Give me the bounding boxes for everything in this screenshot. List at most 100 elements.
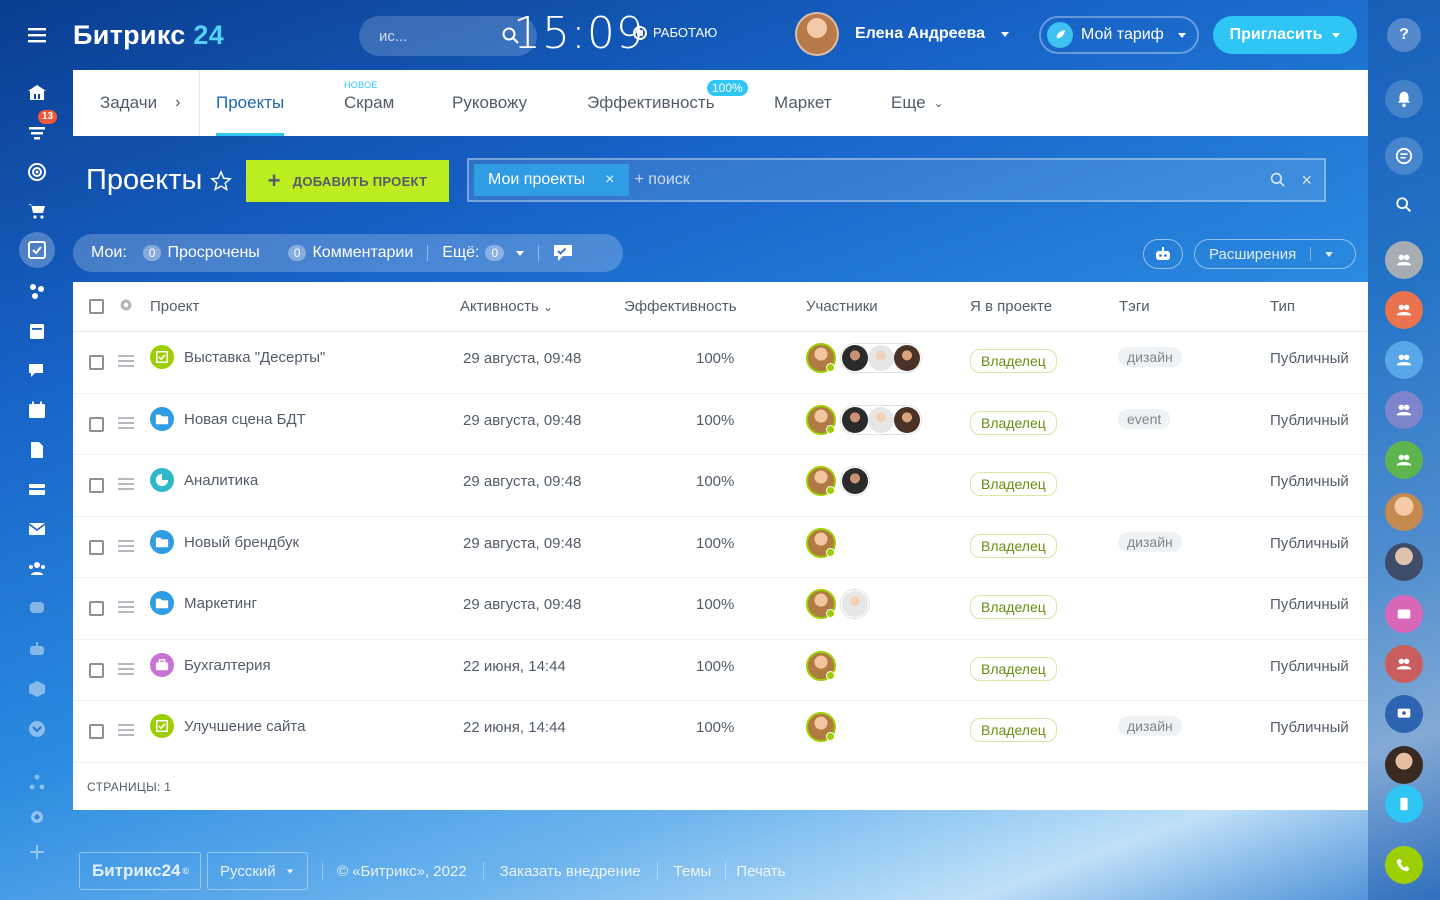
user-menu[interactable]: Елена Андреева bbox=[795, 12, 1009, 56]
tag[interactable]: event bbox=[1118, 408, 1171, 429]
group-chat-icon[interactable] bbox=[1385, 391, 1423, 429]
calendar-doc-icon[interactable] bbox=[22, 316, 52, 346]
tab-projects[interactable]: Проекты bbox=[216, 70, 285, 136]
project-name[interactable]: Улучшение сайта bbox=[184, 718, 306, 735]
column-role[interactable]: Я в проекте bbox=[970, 298, 1053, 315]
row-checkbox[interactable] bbox=[89, 724, 104, 739]
feed-icon[interactable]: 13 bbox=[22, 110, 58, 148]
group-chat-icon[interactable] bbox=[1385, 241, 1423, 279]
members-group[interactable] bbox=[840, 466, 870, 496]
column-members[interactable]: Участники bbox=[806, 298, 878, 315]
avatar[interactable] bbox=[842, 406, 868, 433]
search-icon[interactable] bbox=[1385, 186, 1423, 224]
robot-icon[interactable] bbox=[22, 634, 52, 664]
help-icon[interactable]: ? bbox=[1387, 18, 1421, 52]
groups-icon[interactable] bbox=[22, 276, 52, 306]
table-row[interactable]: Улучшение сайта 22 июня, 14:44 100% Влад… bbox=[73, 701, 1368, 763]
bell-icon[interactable] bbox=[1385, 80, 1423, 118]
project-name[interactable]: Новый брендбук bbox=[184, 533, 300, 551]
tab-managing[interactable]: Руковожу bbox=[452, 93, 528, 112]
avatar[interactable] bbox=[842, 345, 868, 371]
print-link[interactable]: Печать bbox=[736, 862, 786, 880]
row-checkbox[interactable] bbox=[89, 416, 104, 432]
target-icon[interactable] bbox=[22, 157, 52, 187]
tab-scrum[interactable]: НОВОЕ Скрам bbox=[344, 80, 395, 112]
menu-icon[interactable] bbox=[22, 20, 52, 50]
tag[interactable]: дизайн bbox=[1118, 347, 1182, 367]
box-icon[interactable] bbox=[22, 674, 52, 704]
tab-market[interactable]: Маркет bbox=[774, 93, 832, 112]
members-group[interactable] bbox=[840, 589, 870, 619]
avatar[interactable] bbox=[842, 591, 868, 617]
plus-icon[interactable] bbox=[22, 837, 52, 867]
cart-icon[interactable] bbox=[22, 196, 52, 226]
row-checkbox[interactable] bbox=[89, 539, 104, 555]
add-project-button[interactable]: + ДОБАВИТЬ ПРОЕКТ bbox=[246, 160, 449, 202]
avatar[interactable] bbox=[1385, 543, 1423, 581]
employees-icon[interactable] bbox=[22, 553, 52, 583]
avatar[interactable] bbox=[806, 404, 836, 435]
logo[interactable]: Битрикс 24 bbox=[73, 19, 225, 50]
avatar[interactable] bbox=[868, 406, 894, 433]
avatar[interactable] bbox=[806, 343, 836, 373]
row-checkbox[interactable] bbox=[89, 601, 104, 616]
footer-logo[interactable]: Битрикс24 © bbox=[79, 852, 201, 890]
column-tags[interactable]: Тэги bbox=[1119, 298, 1150, 315]
drag-handle-icon[interactable] bbox=[118, 662, 134, 678]
phone-icon[interactable] bbox=[1385, 846, 1423, 884]
avatar[interactable] bbox=[894, 345, 920, 371]
close-icon[interactable]: × bbox=[605, 171, 615, 188]
avatar[interactable] bbox=[842, 468, 868, 494]
drive-icon[interactable] bbox=[22, 474, 52, 504]
table-row[interactable]: Аналитика 29 августа, 09:48 100% Владеле… bbox=[73, 455, 1368, 517]
drag-handle-icon[interactable] bbox=[118, 355, 134, 370]
tab-tasks[interactable]: Задачи › bbox=[100, 93, 181, 112]
tasks-icon[interactable] bbox=[19, 232, 55, 268]
calendar-icon[interactable] bbox=[22, 395, 52, 425]
group-chat-icon[interactable] bbox=[1385, 341, 1423, 379]
avatar[interactable] bbox=[868, 345, 894, 371]
video-chat-icon[interactable] bbox=[1385, 595, 1423, 633]
read-all-icon[interactable] bbox=[553, 244, 573, 262]
members-group[interactable] bbox=[840, 404, 922, 435]
invite-button[interactable]: Пригласить bbox=[1213, 16, 1357, 54]
members-group[interactable] bbox=[840, 343, 922, 373]
column-efficiency[interactable]: Эффективность bbox=[624, 298, 737, 315]
close-icon[interactable]: × bbox=[1301, 170, 1312, 190]
work-status[interactable]: РАБОТАЮ bbox=[633, 25, 717, 40]
search-icon[interactable] bbox=[1270, 172, 1286, 188]
table-row[interactable]: Выставка "Десерты" 29 августа, 09:48 100… bbox=[73, 332, 1368, 394]
column-project[interactable]: Проект bbox=[150, 298, 200, 315]
document-icon[interactable] bbox=[22, 435, 52, 465]
avatar[interactable] bbox=[806, 650, 836, 681]
clock[interactable]: 15:09 bbox=[513, 8, 645, 59]
sitemap-icon[interactable] bbox=[22, 767, 52, 797]
group-chat-icon[interactable] bbox=[1385, 645, 1423, 683]
project-name[interactable]: Маркетинг bbox=[184, 595, 257, 612]
mobile-icon[interactable] bbox=[1385, 785, 1423, 823]
more-counter[interactable]: Ещё: 0 bbox=[442, 244, 525, 262]
mail-icon[interactable] bbox=[22, 514, 52, 544]
avatar[interactable] bbox=[806, 527, 836, 558]
drag-handle-icon[interactable] bbox=[118, 539, 134, 555]
open-lines-icon[interactable] bbox=[22, 593, 52, 623]
table-row[interactable]: Новый брендбук 29 августа, 09:48 100% Вл… bbox=[73, 517, 1368, 578]
column-activity[interactable]: Активность ⌄ bbox=[460, 298, 553, 315]
gear-icon[interactable] bbox=[118, 297, 134, 317]
chevron-down-circle-icon[interactable] bbox=[22, 714, 52, 744]
overdue-counter[interactable]: 0 Просрочены bbox=[142, 244, 260, 262]
project-name[interactable]: Аналитика bbox=[184, 472, 259, 489]
drag-handle-icon[interactable] bbox=[118, 601, 134, 616]
row-checkbox[interactable] bbox=[89, 662, 104, 678]
group-chat-icon[interactable] bbox=[1385, 441, 1423, 479]
avatar[interactable] bbox=[806, 712, 836, 742]
robots-button[interactable] bbox=[1143, 239, 1183, 269]
select-all-checkbox[interactable] bbox=[89, 299, 104, 314]
avatar[interactable] bbox=[894, 406, 920, 433]
group-chat-icon[interactable] bbox=[1385, 291, 1423, 329]
row-checkbox[interactable] bbox=[89, 478, 104, 493]
tag[interactable]: дизайн bbox=[1118, 716, 1182, 736]
language-select[interactable]: Русский bbox=[207, 852, 308, 890]
order-link[interactable]: Заказать внедрение bbox=[499, 862, 641, 880]
column-type[interactable]: Тип bbox=[1270, 298, 1296, 315]
